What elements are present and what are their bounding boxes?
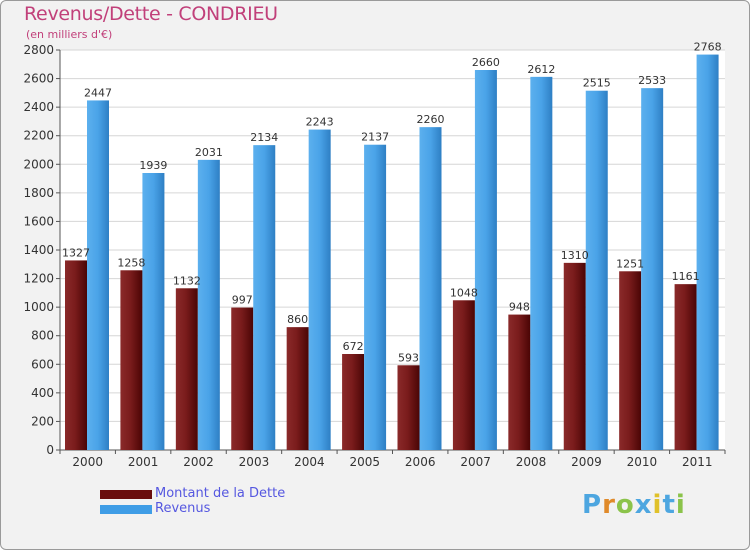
data-label: 593 — [398, 351, 419, 364]
x-tick-label: 2008 — [516, 455, 547, 469]
bar-revenus — [308, 129, 331, 451]
bar-dette — [619, 271, 642, 450]
x-tick-label: 2000 — [72, 455, 103, 469]
x-tick-label: 2007 — [460, 455, 491, 469]
data-label: 997 — [232, 294, 253, 307]
data-label: 1939 — [139, 159, 167, 172]
bar-dette — [231, 307, 254, 450]
bar-revenus — [585, 90, 608, 450]
bar-revenus — [87, 100, 109, 450]
x-tick-label: 2011 — [682, 455, 713, 469]
y-tick-label: 1800 — [23, 186, 54, 200]
x-tick-label: 2010 — [627, 455, 658, 469]
bar-revenus — [142, 173, 165, 450]
bar-revenus — [197, 159, 220, 450]
logo-letter: o — [615, 490, 635, 520]
data-label: 1310 — [561, 249, 589, 262]
data-label: 1327 — [62, 246, 90, 259]
data-label: 2137 — [361, 131, 389, 144]
bar-revenus — [253, 145, 276, 450]
data-label: 2515 — [583, 77, 611, 90]
data-label: 1048 — [450, 286, 478, 299]
x-tick-label: 2001 — [128, 455, 159, 469]
legend-label-dette: Montant de la Dette — [155, 486, 286, 501]
bar-dette — [120, 270, 143, 450]
bar-revenus — [641, 88, 664, 451]
logo-letter: t — [662, 490, 676, 520]
axes — [56, 49, 726, 454]
grid-lines — [60, 49, 725, 451]
bars-group — [65, 54, 719, 451]
x-tick-label: 2002 — [183, 455, 214, 469]
legend-swatch-dette — [100, 490, 152, 499]
y-tick-label: 200 — [31, 414, 54, 428]
x-tick-label: 2009 — [571, 455, 602, 469]
bar-revenus — [474, 70, 497, 450]
bar-revenus — [530, 76, 553, 450]
data-label: 672 — [343, 340, 364, 353]
bar-dette — [452, 300, 475, 450]
y-tick-label: 800 — [31, 329, 54, 343]
bar-revenus — [419, 127, 442, 451]
chart-title: Revenus/Dette - CONDRIEU — [24, 3, 278, 25]
x-tick-label: 2005 — [350, 455, 381, 469]
data-label: 1251 — [616, 257, 644, 270]
logo-letter: x — [634, 490, 653, 520]
data-label: 2031 — [195, 146, 223, 159]
bar-dette — [175, 288, 198, 450]
data-label: 2447 — [84, 86, 112, 99]
y-tick-label: 1400 — [23, 243, 54, 257]
data-label: 2243 — [306, 116, 334, 129]
y-tick-label: 1600 — [23, 214, 54, 228]
logo-letter: P — [582, 490, 603, 520]
data-label: 1161 — [672, 270, 700, 283]
logo-letter: r — [602, 490, 616, 520]
legend-swatch-revenus — [100, 505, 152, 514]
proxiti-logo: Proxiti — [582, 490, 686, 520]
x-tick-label: 2006 — [405, 455, 436, 469]
y-tick-label: 2000 — [23, 157, 54, 171]
bar-dette — [563, 262, 586, 450]
data-label: 1258 — [117, 256, 145, 269]
y-tick-label: 2600 — [23, 72, 54, 86]
y-tick-label: 2800 — [23, 43, 54, 57]
y-tick-label: 1000 — [23, 300, 54, 314]
x-tick-label: 2003 — [239, 455, 270, 469]
bar-dette — [286, 327, 309, 450]
data-label: 2134 — [250, 131, 278, 144]
bar-revenus — [696, 54, 719, 450]
y-tick-label: 0 — [46, 443, 54, 457]
bar-dette — [397, 365, 420, 450]
bar-revenus — [364, 144, 387, 450]
data-label: 2533 — [638, 74, 666, 87]
y-tick-label: 2400 — [23, 100, 54, 114]
y-tick-label: 600 — [31, 357, 54, 371]
data-label: 2612 — [527, 63, 555, 76]
legend-label-revenus: Revenus — [155, 501, 211, 516]
y-tick-label: 400 — [31, 386, 54, 400]
logo-letter: i — [652, 490, 663, 520]
logo-letter: i — [675, 490, 686, 520]
chart-subtitle: (en milliers d'€) — [26, 28, 113, 41]
y-tick-label: 1200 — [23, 272, 54, 286]
data-label: 948 — [509, 301, 530, 314]
bar-dette — [342, 354, 365, 450]
y-tick-label: 2200 — [23, 129, 54, 143]
x-tick-label: 2004 — [294, 455, 325, 469]
data-label: 2260 — [417, 113, 445, 126]
labels-group: 0 200 400 600 800 1000 1200 1400 1600 1800 2000 220… — [23, 41, 721, 469]
bar-dette — [65, 260, 87, 450]
data-label: 1132 — [173, 274, 201, 287]
data-label: 2660 — [472, 56, 500, 69]
data-label: 2768 — [694, 41, 722, 54]
bar-dette — [508, 314, 531, 450]
data-label: 860 — [287, 313, 308, 326]
bar-dette — [674, 284, 697, 450]
